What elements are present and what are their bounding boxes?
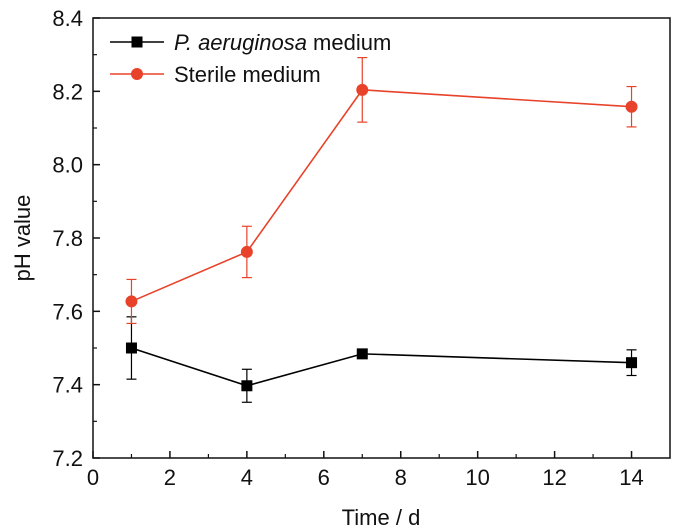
x-tick-label: 12: [542, 465, 566, 490]
data-point: [625, 100, 638, 113]
data-point: [125, 342, 137, 354]
x-tick-label: 0: [87, 465, 99, 490]
legend-item-1: Sterile medium: [110, 62, 321, 87]
data-point: [240, 245, 253, 258]
legend-label: Sterile medium: [174, 62, 321, 87]
legend-label: P. aeruginosa medium: [174, 30, 391, 55]
x-tick-label: 2: [164, 465, 176, 490]
axes: 0 2 4 6 8 10 12 14 7.2 7.4 7.6 7.8 8.0 8.2 8.4: [52, 6, 671, 490]
legend-marker: [131, 68, 143, 80]
plot-area: [125, 56, 638, 403]
data-point: [241, 380, 253, 392]
data-point: [356, 83, 369, 96]
data-point: [125, 295, 138, 308]
x-tick-label: 10: [465, 465, 489, 490]
y-axis-title: pH value: [10, 195, 35, 282]
series-0: [125, 316, 638, 403]
data-point: [626, 357, 638, 369]
data-point: [356, 348, 368, 360]
y-tick-label: 8.2: [52, 79, 83, 104]
y-tick-label: 7.6: [52, 299, 83, 324]
x-tick-label: 4: [241, 465, 253, 490]
y-tick-label: 7.4: [52, 373, 83, 398]
x-tick-label: 6: [318, 465, 330, 490]
y-tick-label: 7.8: [52, 226, 83, 251]
x-axis-title: Time / d: [342, 505, 421, 530]
legend-item-0: P. aeruginosa medium: [110, 30, 391, 55]
x-tick-label: 8: [395, 465, 407, 490]
legend: P. aeruginosa medium Sterile medium: [110, 30, 391, 87]
legend-marker: [131, 36, 143, 48]
y-tick-label: 8.0: [52, 153, 83, 178]
y-tick-label: 7.2: [52, 446, 83, 471]
series-line: [131, 347, 632, 387]
series-1: [125, 56, 638, 325]
series-line: [131, 89, 632, 303]
y-tick-label: 8.4: [52, 6, 83, 31]
x-tick-label: 14: [619, 465, 643, 490]
